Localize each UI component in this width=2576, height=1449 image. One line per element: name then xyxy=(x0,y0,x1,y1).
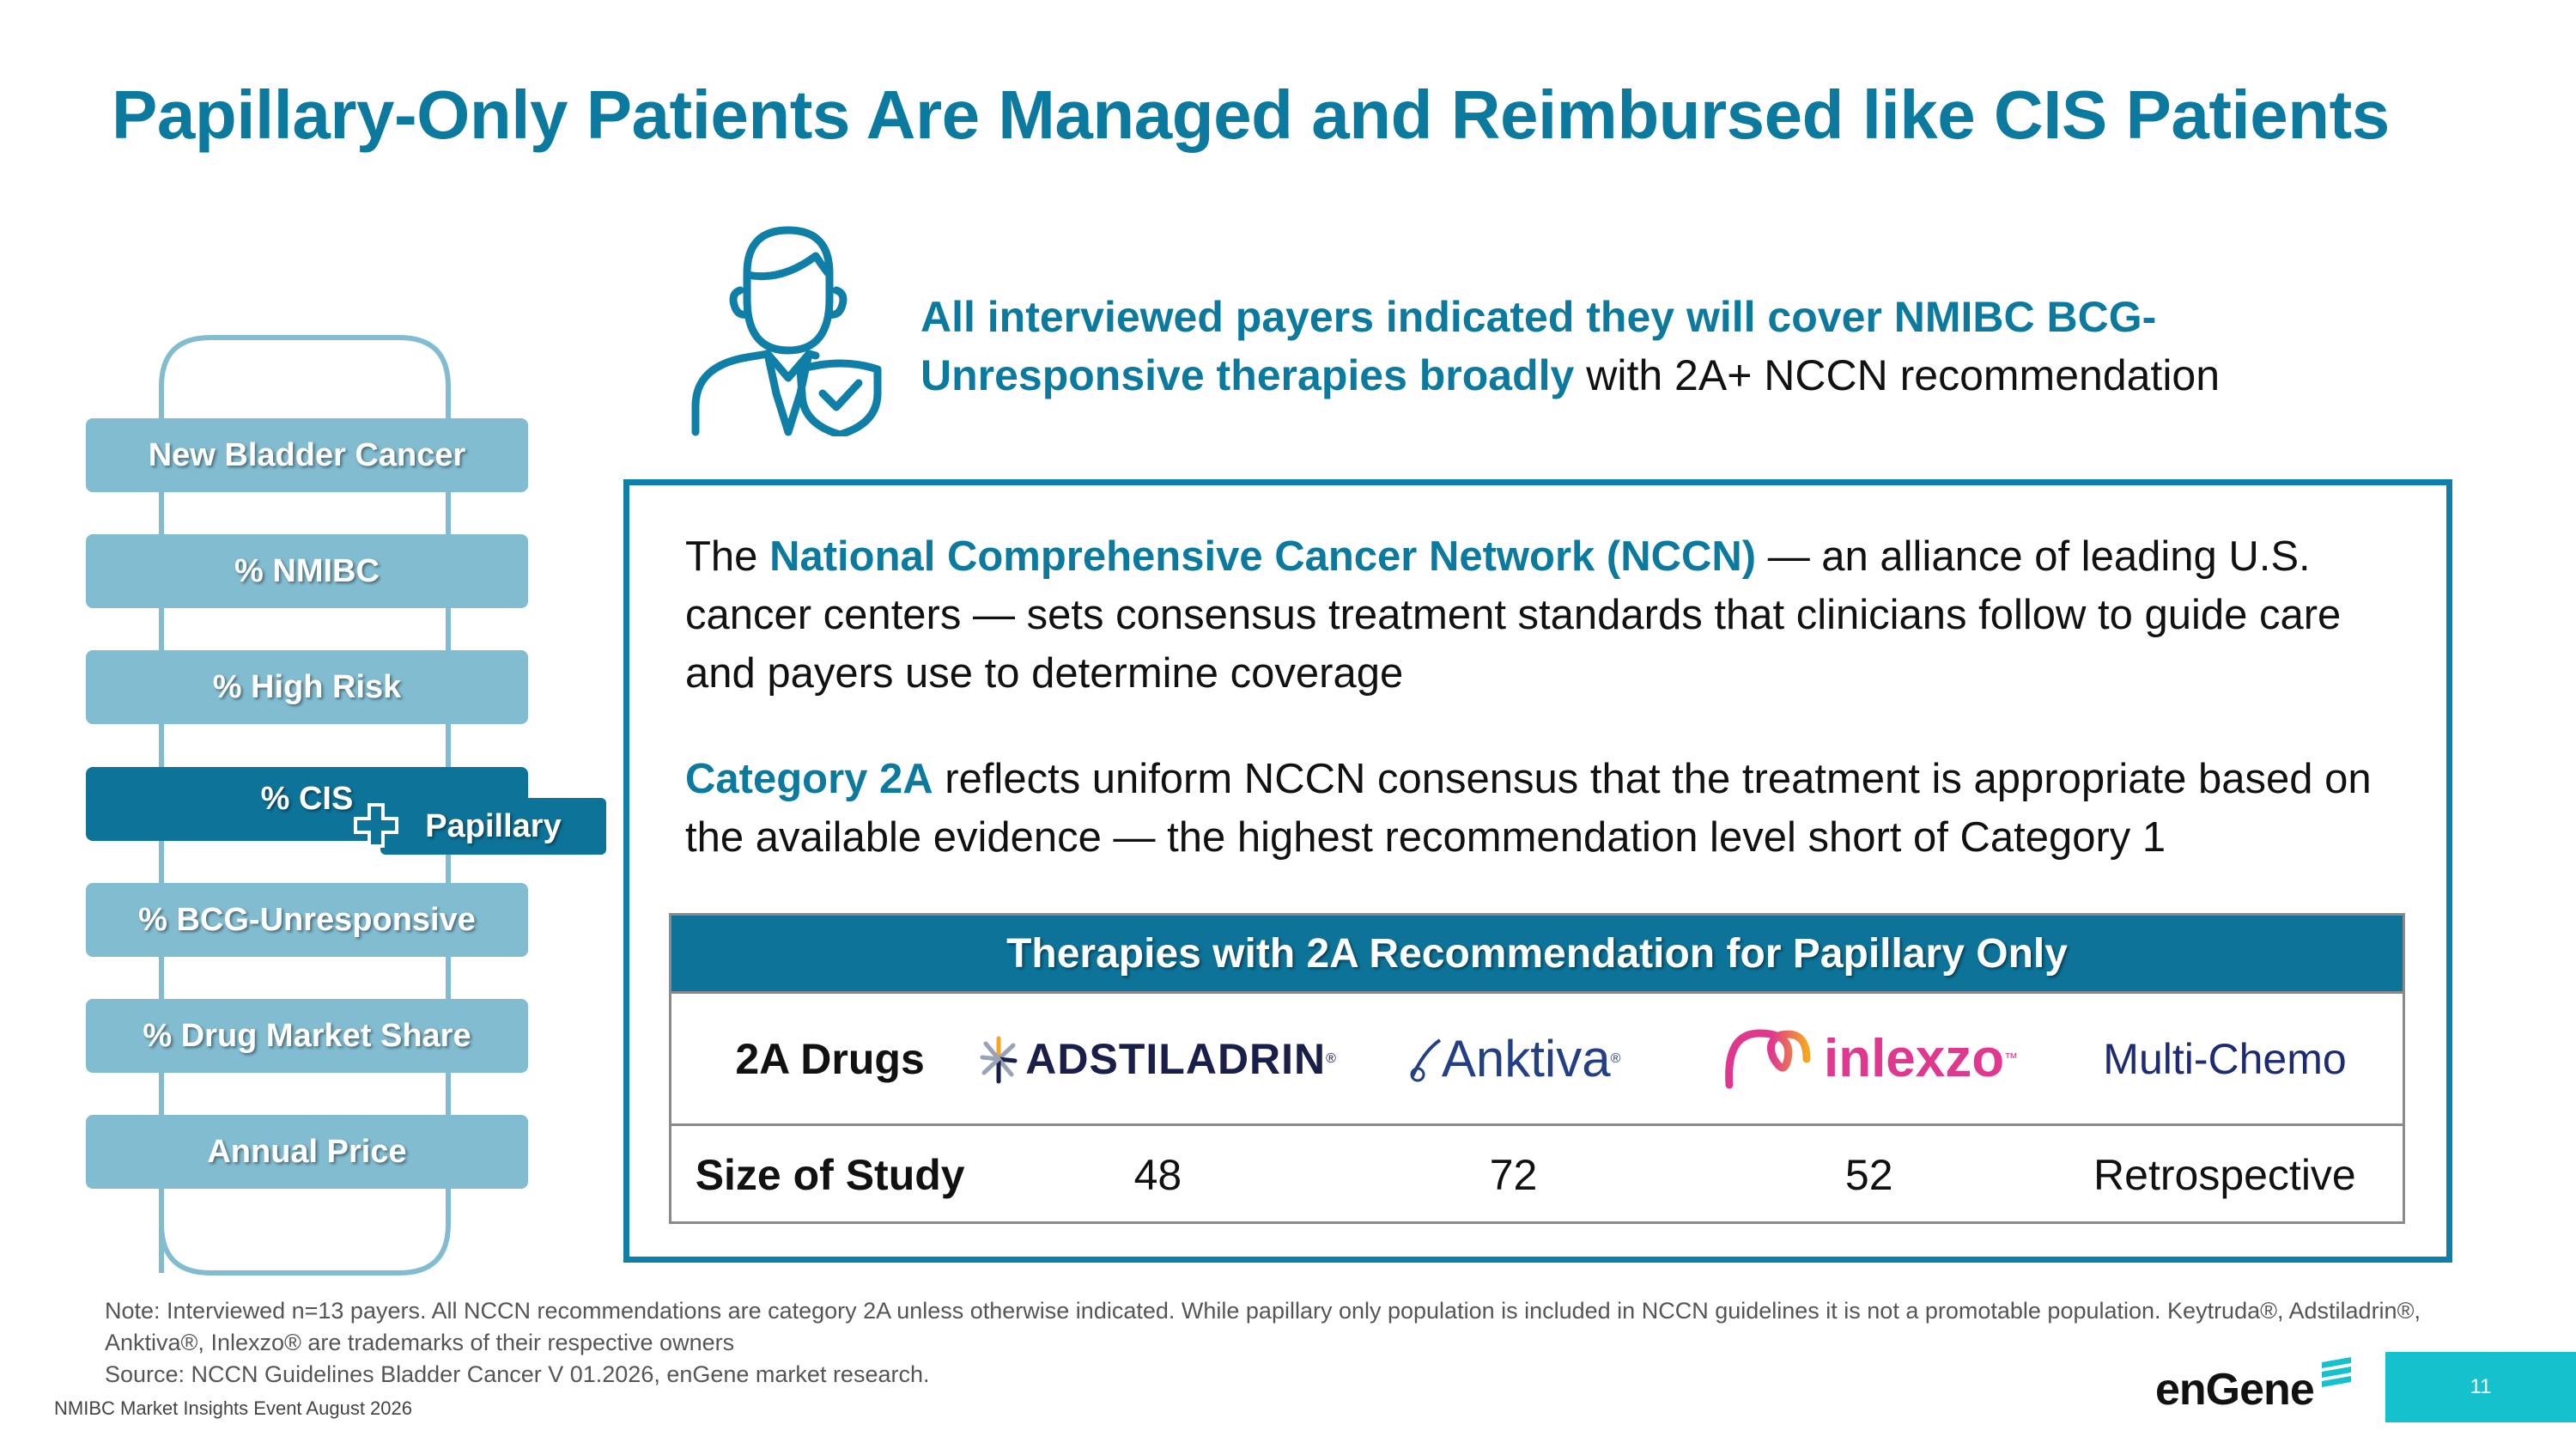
footnote: Note: Interviewed n=13 payers. All NCCN … xyxy=(105,1295,2440,1391)
inlexzo-logo: inlexzo ™ xyxy=(1721,1025,2018,1093)
engene-logo: enGene xyxy=(2155,1355,2361,1417)
table-row-size: Size of Study 48 72 52 Retrospective xyxy=(671,1126,2403,1224)
drug-cell-inlexzo: inlexzo ™ xyxy=(1692,1025,2047,1093)
nccn-emphasis: National Comprehensive Cancer Network (N… xyxy=(769,533,1757,580)
nccn-prefix: The xyxy=(685,533,770,580)
row-label-size: Size of Study xyxy=(695,1151,965,1199)
drug-cell-adstiladrin: ADSTILADRIN ® xyxy=(980,1033,1336,1085)
adstiladrin-name: ADSTILADRIN xyxy=(1025,1034,1327,1083)
callout-emphasis: All interviewed payers indicated they wi… xyxy=(920,293,2157,399)
anktiva-swoosh-icon xyxy=(1410,1038,1441,1081)
brand-name: enGene xyxy=(2155,1365,2315,1415)
funnel-item-drug-market-share: % Drug Market Share xyxy=(86,999,528,1073)
adstiladrin-logo: ADSTILADRIN ® xyxy=(979,1033,1337,1085)
table-header: Therapies with 2A Recommendation for Pap… xyxy=(671,916,2403,991)
category-2a-paragraph: Category 2A reflects uniform NCCN consen… xyxy=(685,750,2420,867)
plus-icon xyxy=(354,803,398,848)
nccn-info-box xyxy=(623,479,2452,1263)
table-row-drugs: 2A Drugs ADSTILADRIN ® xyxy=(671,991,2403,1126)
footnote-note: Note: Interviewed n=13 payers. All NCCN … xyxy=(105,1298,2421,1355)
funnel-item-bcg-unresponsive: % BCG-Unresponsive xyxy=(86,883,528,957)
drug-cell-multi-chemo: Multi-Chemo xyxy=(2047,1034,2403,1084)
size-cell-adstiladrin: 48 xyxy=(1133,1151,1182,1199)
slide-title: Papillary-Only Patients Are Managed and … xyxy=(112,76,2390,153)
papillary-tag: Papillary xyxy=(380,798,606,855)
inlexzo-loop-icon xyxy=(1725,1028,1811,1088)
therapies-table: Therapies with 2A Recommendation for Pap… xyxy=(669,913,2405,1224)
anktiva-logo: Anktiva ® xyxy=(1407,1029,1620,1088)
size-cell-multi-chemo: Retrospective xyxy=(2093,1151,2356,1199)
funnel-item-new-bladder-cancer: New Bladder Cancer xyxy=(86,418,528,492)
event-label: NMIBC Market Insights Event August 2026 xyxy=(54,1397,412,1419)
payer-callout: All interviewed payers indicated they wi… xyxy=(920,288,2294,405)
payer-shield-icon xyxy=(691,226,882,436)
engene-stripes-icon xyxy=(2322,1357,2351,1387)
size-cell-anktiva: 72 xyxy=(1489,1151,1538,1199)
drug-cell-anktiva: Anktiva ® xyxy=(1336,1029,1692,1088)
multi-chemo-label: Multi-Chemo xyxy=(2103,1034,2347,1083)
funnel-item-annual-price: Annual Price xyxy=(86,1115,528,1189)
nccn-paragraph: The National Comprehensive Cancer Networ… xyxy=(685,527,2420,703)
funnel-item-high-risk: % High Risk xyxy=(86,650,528,724)
size-cell-inlexzo: 52 xyxy=(1844,1151,1893,1199)
adstiladrin-spark-icon xyxy=(980,1036,1018,1083)
funnel-item-nmibc: % NMIBC xyxy=(86,534,528,608)
inlexzo-name: inlexzo xyxy=(1823,1029,2005,1088)
anktiva-name: Anktiva xyxy=(1441,1030,1611,1087)
category-rest: reflects uniform NCCN consensus that the… xyxy=(685,756,2372,861)
category-emphasis: Category 2A xyxy=(685,756,933,802)
footnote-source: Source: NCCN Guidelines Bladder Cancer V… xyxy=(105,1361,930,1387)
row-label-drugs: 2A Drugs xyxy=(735,1034,925,1083)
page-number: 11 xyxy=(2385,1352,2576,1422)
nccn-rest: — an alliance of leading U.S. cancer cen… xyxy=(685,533,2342,697)
callout-rest: with 2A+ NCCN recommendation xyxy=(1574,351,2221,399)
